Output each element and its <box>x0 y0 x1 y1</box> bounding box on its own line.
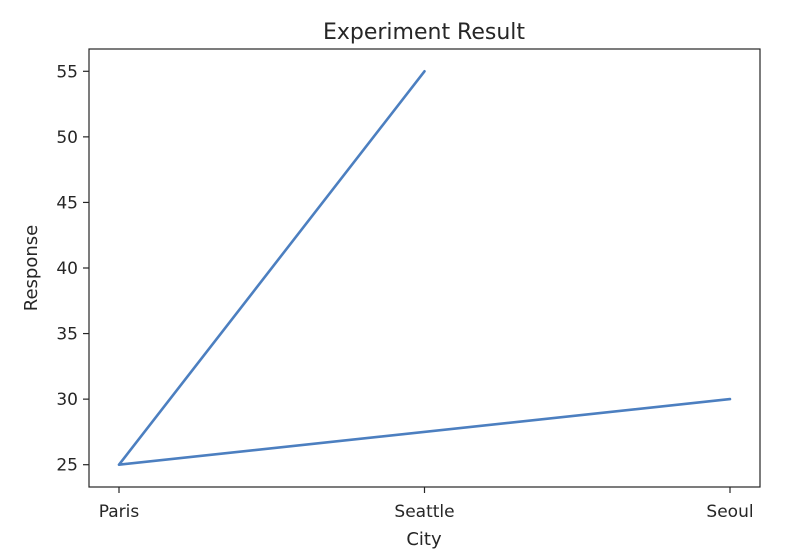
x-tick-label-seoul: Seoul <box>706 502 753 522</box>
series-layer <box>117 70 732 467</box>
x-axis: Paris Seattle Seoul <box>99 487 754 522</box>
y-axis: 25 30 35 40 45 50 55 <box>56 62 89 476</box>
chart-title: Experiment Result <box>323 20 525 45</box>
y-axis-label: Response <box>21 225 42 311</box>
series-line-0 <box>117 70 732 467</box>
x-axis-label: City <box>406 529 442 550</box>
y-tick-label-55: 55 <box>56 62 78 82</box>
y-tick-label-25: 25 <box>56 456 78 476</box>
x-tick-label-seattle: Seattle <box>394 502 454 522</box>
y-tick-label-35: 35 <box>56 325 78 345</box>
y-tick-label-30: 30 <box>56 390 78 410</box>
y-tick-label-40: 40 <box>56 259 78 279</box>
x-tick-label-paris: Paris <box>99 502 140 522</box>
y-tick-label-50: 50 <box>56 128 78 148</box>
y-tick-label-45: 45 <box>56 193 78 213</box>
plot-area-frame <box>88 48 761 488</box>
